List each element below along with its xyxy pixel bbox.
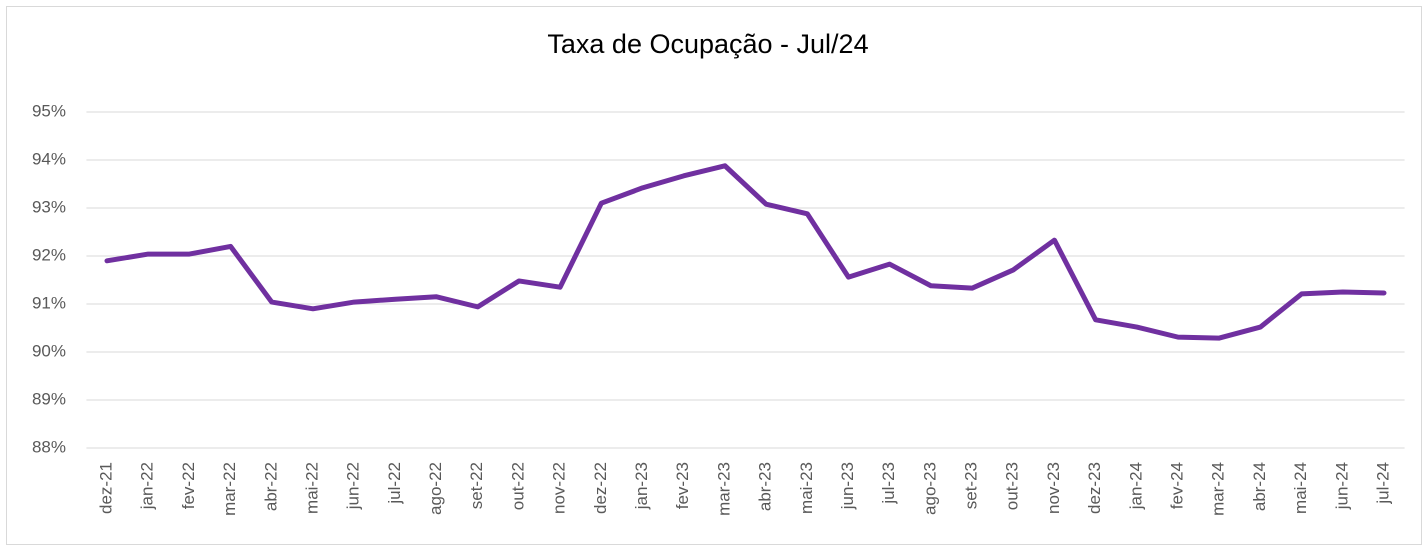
x-tick-label: mar-24 (1209, 462, 1228, 516)
x-tick-label: jan-24 (1126, 462, 1145, 510)
y-tick-label: 89% (32, 389, 66, 408)
x-tick-label: jul-23 (879, 462, 898, 505)
x-tick-label: dez-21 (96, 462, 115, 514)
x-tick-label: fev-22 (179, 462, 198, 509)
y-tick-label: 91% (32, 293, 66, 312)
y-tick-label: 93% (32, 197, 66, 216)
x-tick-label: dez-23 (1085, 462, 1104, 514)
x-tick-label: dez-22 (591, 462, 610, 514)
chart-title: Taxa de Ocupação - Jul/24 (547, 29, 868, 59)
x-tick-label: mai-23 (797, 462, 816, 514)
x-tick-label: set-23 (962, 462, 981, 509)
y-tick-label: 94% (32, 149, 66, 168)
x-tick-label: ago-22 (426, 462, 445, 515)
x-tick-label: jan-23 (632, 462, 651, 510)
x-tick-label: mar-23 (714, 462, 733, 516)
y-tick-label: 90% (32, 341, 66, 360)
x-tick-label: nov-22 (550, 462, 569, 514)
x-tick-label: fev-24 (1168, 462, 1187, 509)
x-tick-label: mai-22 (302, 462, 321, 514)
x-tick-label: out-22 (508, 462, 527, 510)
x-tick-label: jun-24 (1332, 462, 1351, 510)
x-tick-label: abr-22 (261, 462, 280, 511)
chart-border (6, 6, 1422, 545)
x-tick-label: abr-24 (1250, 462, 1269, 511)
x-tick-label: fev-23 (673, 462, 692, 509)
x-tick-label: jan-22 (138, 462, 157, 510)
x-tick-label: ago-23 (920, 462, 939, 515)
x-tick-label: mar-22 (220, 462, 239, 516)
x-tick-label: mai-24 (1291, 462, 1310, 514)
x-tick-label: abr-23 (756, 462, 775, 511)
y-tick-label: 88% (32, 437, 66, 456)
x-tick-label: nov-23 (1044, 462, 1063, 514)
x-tick-label: jun-23 (838, 462, 857, 510)
data-line (104, 163, 1387, 341)
x-tick-label: jun-22 (344, 462, 363, 510)
x-tick-label: out-23 (1003, 462, 1022, 510)
x-tick-label: set-22 (467, 462, 486, 509)
x-tick-label: jul-24 (1373, 462, 1392, 505)
y-tick-label: 92% (32, 245, 66, 264)
y-tick-label: 95% (32, 101, 66, 120)
x-tick-label: jul-22 (385, 462, 404, 505)
